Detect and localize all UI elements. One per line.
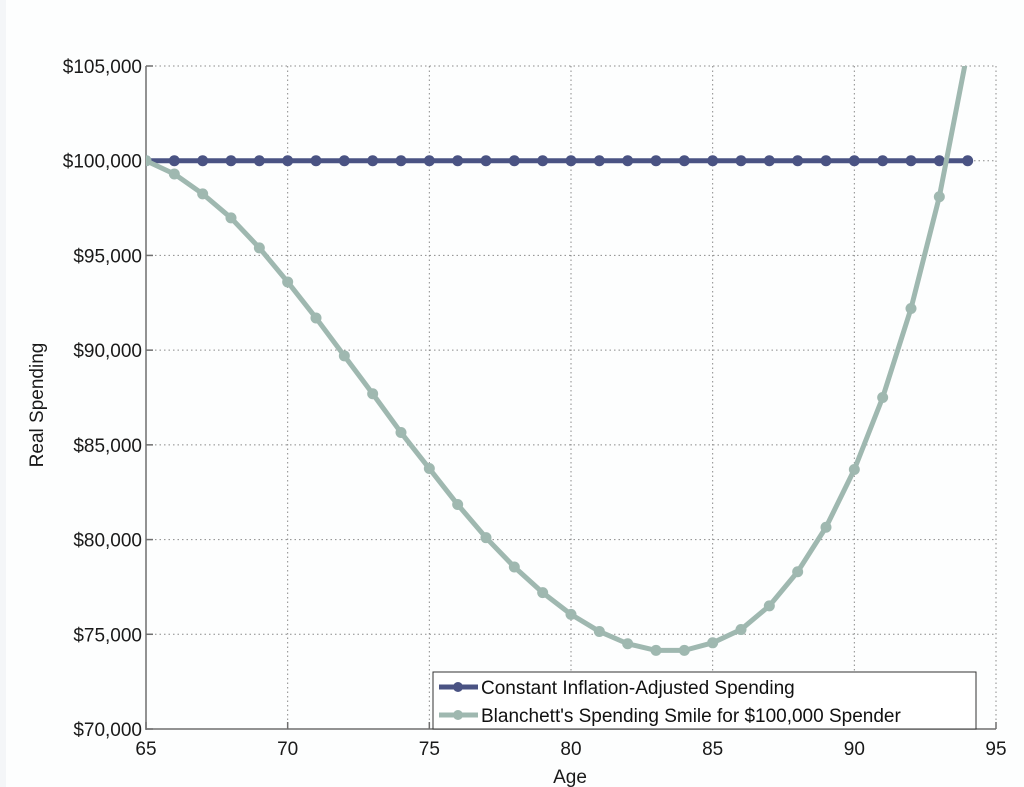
data-point-marker	[763, 600, 775, 612]
x-tick-label: 95	[985, 739, 1006, 760]
data-point-marker	[480, 155, 492, 167]
data-point-marker	[508, 155, 520, 167]
data-series	[146, 45, 974, 656]
data-point-marker	[565, 155, 577, 167]
y-tick-label: $70,000	[73, 720, 142, 741]
data-point-marker	[452, 155, 464, 167]
data-point-marker	[650, 644, 662, 656]
data-point-marker	[367, 155, 379, 167]
y-axis-label: Real Spending	[27, 343, 48, 468]
data-point-marker	[848, 463, 860, 475]
data-point-marker	[650, 155, 662, 167]
data-point-marker	[197, 155, 209, 167]
data-point-marker	[168, 155, 180, 167]
data-point-marker	[508, 561, 520, 573]
data-point-marker	[225, 155, 237, 167]
data-point-marker	[565, 608, 577, 620]
data-point-marker	[593, 155, 605, 167]
legend: Constant Inflation-Adjusted Spending Bla…	[432, 671, 977, 730]
data-point-marker	[905, 155, 917, 167]
data-point-marker	[310, 155, 322, 167]
x-tick-label: 65	[135, 739, 156, 760]
data-point-marker	[735, 155, 747, 167]
x-tick-label: 90	[844, 739, 865, 760]
y-tick-label: $80,000	[73, 531, 142, 552]
data-point-marker	[537, 155, 549, 167]
data-point-marker	[338, 155, 350, 167]
data-point-marker	[622, 638, 634, 650]
data-point-marker	[707, 637, 719, 649]
series-constant	[146, 155, 974, 167]
data-point-marker	[962, 155, 974, 167]
data-point-marker	[480, 532, 492, 544]
data-point-marker	[253, 242, 265, 254]
data-point-marker	[792, 566, 804, 578]
y-tick-label: $90,000	[73, 341, 142, 362]
data-point-marker	[367, 388, 379, 400]
data-point-marker	[338, 350, 350, 362]
data-point-marker	[905, 302, 917, 314]
data-point-marker	[678, 644, 690, 656]
legend-label-smile: Blanchett's Spending Smile for $100,000 …	[481, 706, 901, 727]
data-point-marker	[253, 155, 265, 167]
y-tick-label: $105,000	[63, 57, 142, 78]
x-tick-label: 75	[419, 739, 440, 760]
legend-item-smile: Blanchett's Spending Smile for $100,000 …	[439, 706, 901, 727]
data-point-marker	[423, 155, 435, 167]
series-smile	[146, 45, 973, 656]
data-point-marker	[962, 45, 973, 56]
y-axis-ticks: $70,000 $75,000 $80,000 $85,000 $90,000 $95,0…	[63, 57, 153, 741]
data-point-marker	[168, 168, 180, 180]
data-point-marker	[282, 276, 294, 288]
data-point-marker	[197, 188, 209, 200]
data-point-marker	[225, 212, 237, 224]
data-point-marker	[763, 155, 775, 167]
data-point-marker	[933, 191, 945, 203]
legend-box	[432, 671, 977, 730]
data-point-marker	[310, 312, 322, 324]
data-point-marker	[537, 587, 549, 599]
data-point-marker	[877, 392, 889, 403]
data-point-marker	[423, 463, 435, 475]
x-tick-label: 80	[560, 739, 581, 760]
data-point-marker	[593, 625, 605, 637]
data-point-marker	[395, 155, 407, 167]
y-tick-label: $75,000	[73, 625, 142, 646]
data-point-marker	[933, 155, 945, 167]
x-axis-label: Age	[553, 767, 587, 787]
left-edge-strip	[0, 0, 6, 787]
data-point-marker	[820, 521, 832, 533]
x-tick-label: 70	[277, 739, 298, 760]
data-point-marker	[848, 155, 860, 167]
data-point-marker	[735, 624, 747, 636]
data-point-marker	[792, 155, 804, 167]
y-tick-label: $100,000	[63, 152, 142, 173]
legend-item-constant: Constant Inflation-Adjusted Spending	[439, 678, 795, 699]
data-point-marker	[622, 155, 634, 167]
y-tick-label: $95,000	[73, 246, 142, 267]
data-point-marker	[452, 499, 464, 511]
x-tick-label: 85	[702, 739, 723, 760]
data-point-marker	[820, 155, 832, 167]
x-axis-ticks: 65 70 75 80 85 90 95	[135, 722, 1007, 760]
y-tick-label: $85,000	[73, 436, 142, 457]
data-point-marker	[877, 155, 889, 167]
data-point-marker	[707, 155, 719, 167]
legend-label-constant: Constant Inflation-Adjusted Spending	[481, 678, 795, 699]
data-point-marker	[282, 155, 294, 167]
data-point-marker	[678, 155, 690, 167]
data-point-marker	[146, 155, 152, 167]
data-point-marker	[395, 427, 407, 439]
